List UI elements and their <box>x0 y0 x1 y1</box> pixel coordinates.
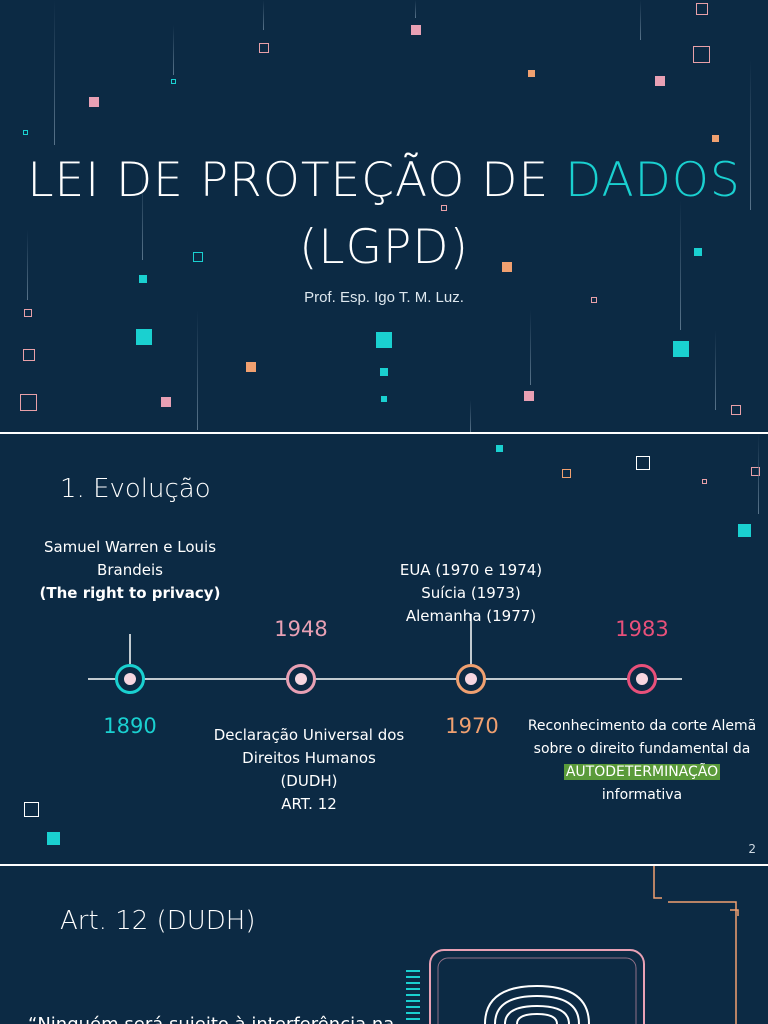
deco-square <box>136 329 152 345</box>
event-line-rest: informativa <box>601 787 683 803</box>
event-line: ART. 12 <box>281 795 337 813</box>
deco-square <box>411 25 421 35</box>
light-streak <box>750 60 751 210</box>
deco-square-outline <box>20 394 37 411</box>
slide-title-line2: (LGPD) <box>299 220 469 275</box>
event-line: Reconhecimento da corte Alemã <box>527 718 757 734</box>
deco-square <box>502 262 512 272</box>
deco-square <box>655 76 665 86</box>
event-1948-text: Declaração Universal dos Direitos Humano… <box>198 724 420 816</box>
deco-square <box>738 524 751 537</box>
event-line: Alemanha (1977) <box>405 607 537 625</box>
deco-square <box>673 341 689 357</box>
evolution-slide: 1. Evolução 1890 1948 1970 1983 Samuel W… <box>0 434 768 864</box>
deco-square-outline <box>731 405 741 415</box>
deco-square-outline <box>636 456 650 470</box>
light-streak <box>715 330 716 410</box>
section-heading: Art. 12 (DUDH) <box>60 906 256 936</box>
deco-square <box>139 275 147 283</box>
page-number: 2 <box>748 842 756 856</box>
light-streak <box>173 25 174 75</box>
light-streak <box>54 0 55 145</box>
event-1983-text: Reconhecimento da corte Alemã sobre o di… <box>522 715 762 807</box>
light-streak <box>530 310 531 385</box>
timeline-lines <box>88 614 682 680</box>
art12-slide: Art. 12 (DUDH) “Ninguém será sujeito à i… <box>0 866 768 1024</box>
title-accent: DADOS <box>565 153 741 208</box>
light-streak <box>142 170 143 260</box>
deco-square <box>528 70 535 77</box>
deco-square <box>161 397 171 407</box>
light-streak <box>758 434 759 514</box>
year-label: 1970 <box>445 714 499 738</box>
timeline-node-1970 <box>456 664 486 694</box>
deco-square <box>712 135 719 142</box>
deco-square-outline <box>562 469 571 478</box>
year-label: 1948 <box>274 617 328 641</box>
deco-square <box>47 832 60 845</box>
year-label: 1890 <box>103 714 157 738</box>
deco-square-outline <box>23 349 35 361</box>
light-streak <box>197 310 198 430</box>
title-text: LEI DE PROTEÇÃO DE <box>27 153 566 208</box>
event-line: Suícia (1973) <box>421 584 521 602</box>
deco-square <box>381 396 387 402</box>
deco-square-outline <box>591 297 597 303</box>
slide-title-line1: LEI DE PROTEÇÃO DE DADOS <box>0 153 768 208</box>
year-label: 1983 <box>615 617 669 641</box>
deco-square <box>246 362 256 372</box>
timeline-node-1983 <box>627 664 657 694</box>
highlight-text: AUTODETERMINAÇÃO <box>563 764 721 780</box>
deco-square <box>89 97 99 107</box>
event-line: Samuel Warren e Louis <box>43 538 217 556</box>
circuit-icon <box>653 866 739 1024</box>
light-streak <box>640 0 641 40</box>
title-slide: LEI DE PROTEÇÃO DE DADOS (LGPD) Prof. Es… <box>0 0 768 432</box>
light-streak <box>680 200 681 330</box>
deco-square-outline <box>23 130 28 135</box>
light-streak <box>415 0 416 18</box>
deco-square-outline <box>24 309 32 317</box>
event-line: (DUDH) <box>280 772 338 790</box>
deco-square <box>380 368 388 376</box>
deco-square-outline <box>193 252 203 262</box>
event-line: sobre o direito fundamental da <box>533 741 751 757</box>
deco-square <box>694 248 702 256</box>
deco-square <box>376 332 392 348</box>
event-1890-text: Samuel Warren e Louis Brandeis (The righ… <box>20 536 240 605</box>
deco-square-outline <box>702 479 707 484</box>
deco-square-outline <box>24 802 39 817</box>
deco-square-outline <box>696 3 708 15</box>
light-streak <box>263 0 264 30</box>
timeline-node-1890 <box>115 664 145 694</box>
section-heading: 1. Evolução <box>60 474 211 504</box>
deco-square <box>524 391 534 401</box>
deco-square-outline <box>259 43 269 53</box>
deco-square-outline <box>751 467 760 476</box>
deco-square <box>496 445 503 452</box>
deco-square-outline <box>441 205 447 211</box>
timeline-node-1948 <box>286 664 316 694</box>
light-streak <box>470 400 471 432</box>
deco-square-outline <box>693 46 710 63</box>
event-line: Direitos Humanos <box>242 749 376 767</box>
event-1970-text: EUA (1970 e 1974) Suícia (1973) Alemanha… <box>356 559 586 628</box>
event-line: AUTODETERMINAÇÃO informativa <box>522 761 762 807</box>
slide-subtitle: Prof. Esp. Igo T. M. Luz. <box>304 289 464 306</box>
quote-text: “Ninguém será sujeito à interferência na <box>28 1014 394 1024</box>
event-line: (The right to privacy) <box>39 584 221 602</box>
fingerprint-icon <box>406 949 645 1024</box>
event-line: Declaração Universal dos <box>213 726 405 744</box>
event-line: Brandeis <box>97 561 163 579</box>
event-line: EUA (1970 e 1974) <box>399 561 543 579</box>
light-streak <box>27 230 28 300</box>
deco-square-outline <box>171 79 176 84</box>
